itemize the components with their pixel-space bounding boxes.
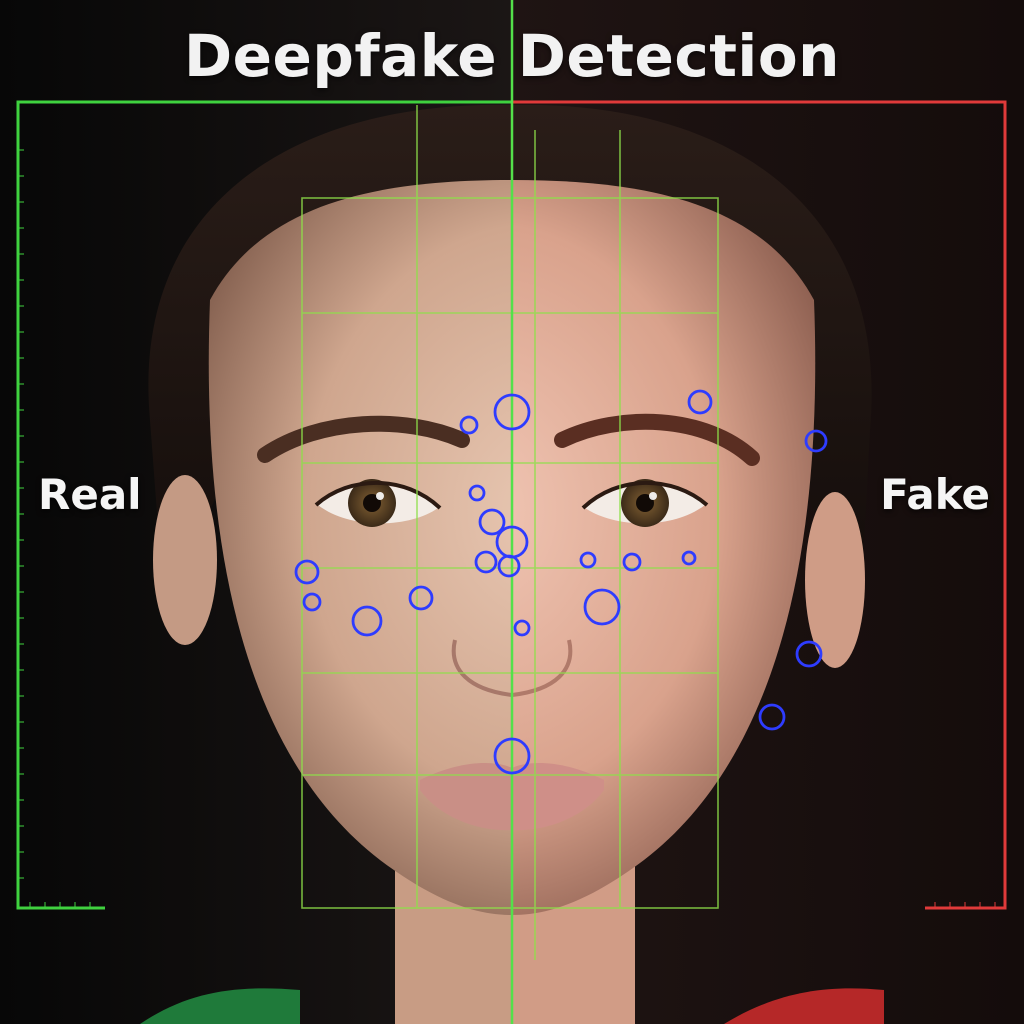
frame-tick-marks (18, 149, 996, 908)
analysis-grid (301, 105, 719, 960)
circle-marker-icon (408, 585, 434, 611)
circle-marker-icon (513, 619, 531, 637)
circle-marker-icon (583, 588, 621, 626)
circle-marker-icon (681, 550, 697, 566)
real-label: Real (38, 470, 142, 519)
circle-marker-icon (493, 393, 531, 431)
page-title: Deepfake Detection (184, 22, 840, 90)
circle-marker-icon (758, 703, 786, 731)
circle-marker-icon (579, 551, 597, 569)
fake-label: Fake (880, 470, 990, 519)
face-fake-half (512, 104, 884, 1024)
circle-marker-icon (351, 605, 383, 637)
circle-marker-icon (493, 737, 531, 775)
circle-marker-icon (302, 592, 322, 612)
circle-marker-icon (474, 550, 498, 574)
circle-marker-icon (622, 552, 642, 572)
circle-marker-icon (468, 484, 486, 502)
real-frame-bracket (16, 100, 512, 910)
circle-marker-icon (459, 415, 479, 435)
circle-marker-icon (795, 640, 823, 668)
detection-markers (294, 389, 828, 775)
face-real-half (140, 104, 512, 1024)
circle-marker-icon (804, 429, 828, 453)
circle-marker-icon (478, 508, 506, 536)
circle-marker-icon (687, 389, 713, 415)
circle-marker-icon (294, 559, 320, 585)
circle-marker-icon (497, 554, 521, 578)
